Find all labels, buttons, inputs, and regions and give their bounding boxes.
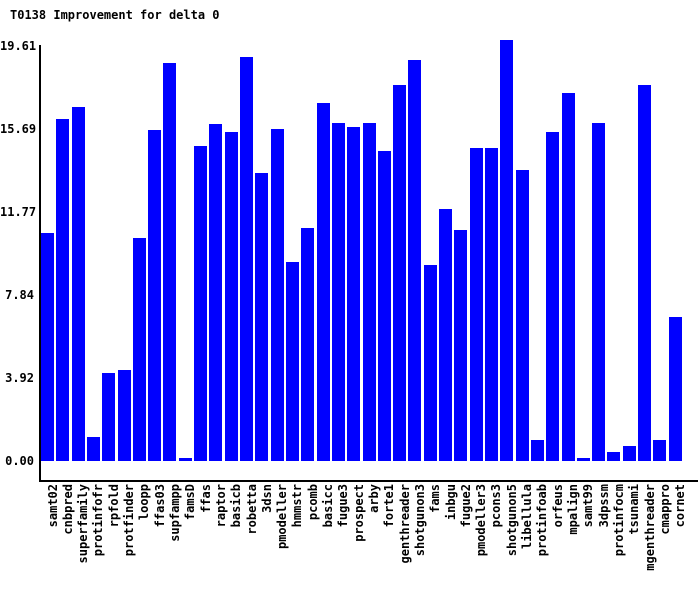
bar-protinfoab bbox=[531, 440, 544, 461]
x-tick-label: protinfoab bbox=[535, 484, 549, 557]
bar-protinfocm bbox=[607, 452, 620, 461]
x-tick-label: inbgu bbox=[444, 484, 458, 521]
x-tick-label: loopp bbox=[137, 484, 151, 521]
x-tick-label: samt02 bbox=[46, 484, 60, 528]
bar-basicb bbox=[225, 132, 238, 461]
x-tick-label: famsD bbox=[183, 484, 197, 521]
x-tick-label: cmappro bbox=[658, 484, 672, 535]
bar-pmodeller bbox=[271, 129, 284, 461]
x-tick-label: forte1 bbox=[382, 484, 396, 528]
bar-shotgunon3 bbox=[408, 60, 421, 461]
x-tick-label: hmmstr bbox=[290, 484, 304, 528]
bar-cornet bbox=[669, 317, 682, 461]
bar-cnbpred bbox=[56, 119, 69, 461]
bar-supfampp bbox=[163, 63, 176, 461]
bar-3dpssm bbox=[592, 123, 605, 461]
bar-cmappro bbox=[653, 440, 666, 461]
y-tick-label: 19.61 bbox=[0, 39, 37, 53]
x-tick-label: basicc bbox=[321, 484, 335, 528]
bar-fugue2 bbox=[454, 230, 467, 461]
bar-prospect bbox=[347, 127, 360, 461]
x-tick-label: supfampp bbox=[168, 484, 182, 542]
bar-raptor bbox=[209, 124, 222, 461]
bar-samt99 bbox=[577, 458, 590, 461]
bar-forte1 bbox=[378, 151, 391, 461]
x-tick-label: pmodeller3 bbox=[474, 484, 488, 557]
bar-ffas03 bbox=[148, 130, 161, 461]
bar-shotgunon5 bbox=[500, 40, 513, 461]
bar-3dsn bbox=[255, 173, 268, 461]
x-tick-label: robetta bbox=[245, 484, 259, 535]
x-tick-label: mgenthreader bbox=[643, 484, 657, 571]
y-tick-label: 3.92 bbox=[5, 371, 34, 386]
x-tick-label: pcomb bbox=[306, 484, 320, 521]
chart-title: T0138 Improvement for delta 0 bbox=[10, 8, 220, 22]
bar-libellula bbox=[516, 170, 529, 461]
x-tick-label: pcons3 bbox=[489, 484, 503, 528]
y-axis-line bbox=[39, 45, 41, 482]
x-tick-label: libellula bbox=[520, 484, 534, 550]
bar-mgenthreader bbox=[638, 85, 651, 461]
x-tick-label: ffas03 bbox=[153, 484, 167, 528]
x-tick-label: fugue2 bbox=[459, 484, 473, 528]
bar-rpfold bbox=[102, 373, 115, 461]
bar-basicc bbox=[317, 103, 330, 461]
bar-samt02 bbox=[41, 233, 54, 461]
x-tick-label: fams bbox=[428, 484, 442, 513]
bar-ffas bbox=[194, 146, 207, 461]
x-tick-label: orfeus bbox=[551, 484, 565, 528]
x-tick-label: shotgunon5 bbox=[505, 484, 519, 557]
bar-pmodeller3 bbox=[470, 148, 483, 461]
bar-mpalign bbox=[562, 93, 575, 461]
bar-superfamily bbox=[72, 107, 85, 461]
x-tick-label: rpfold bbox=[107, 484, 121, 528]
y-tick-label: 15.69 bbox=[0, 121, 37, 136]
x-tick-label: tsunami bbox=[627, 484, 641, 535]
x-tick-label: shotgunon3 bbox=[413, 484, 427, 557]
x-tick-label: cnbpred bbox=[61, 484, 75, 535]
x-tick-label: 3dpssm bbox=[597, 484, 611, 528]
x-axis-line bbox=[39, 480, 698, 482]
bar-pcomb bbox=[301, 228, 314, 461]
x-tick-label: 3dsn bbox=[260, 484, 274, 513]
x-tick-label: basicb bbox=[229, 484, 243, 528]
bar-orfeus bbox=[546, 132, 559, 461]
bar-fugue3 bbox=[332, 123, 345, 461]
y-tick-label: 0.00 bbox=[5, 454, 34, 468]
bar-arby bbox=[363, 123, 376, 461]
y-tick-label: 11.77 bbox=[0, 204, 37, 219]
x-tick-label: genthreader bbox=[398, 484, 412, 564]
x-tick-label: prospect bbox=[352, 484, 366, 542]
x-tick-label: fugue3 bbox=[336, 484, 350, 528]
bar-loopp bbox=[133, 238, 146, 461]
bar-famsD bbox=[179, 458, 192, 461]
bar-pcons3 bbox=[485, 148, 498, 461]
bar-robetta bbox=[240, 57, 253, 461]
bar-fams bbox=[424, 265, 437, 461]
x-tick-label: ffas bbox=[199, 484, 213, 513]
x-tick-label: protinfocm bbox=[612, 484, 626, 557]
bar-inbgu bbox=[439, 209, 452, 461]
bar-tsunami bbox=[623, 446, 636, 461]
x-tick-label: pmodeller bbox=[275, 484, 289, 550]
bar-genthreader bbox=[393, 85, 406, 461]
bar-protinfofr bbox=[87, 437, 100, 461]
x-tick-label: mpalign bbox=[566, 484, 580, 535]
bar-protfinder bbox=[118, 370, 131, 461]
y-tick-label: 7.84 bbox=[5, 288, 34, 303]
x-tick-label: cornet bbox=[673, 484, 687, 528]
x-tick-label: superfamily bbox=[76, 484, 90, 564]
x-tick-label: protinfofr bbox=[91, 484, 105, 557]
x-tick-label: arby bbox=[367, 484, 381, 513]
x-tick-label: samt99 bbox=[581, 484, 595, 528]
x-tick-label: protfinder bbox=[122, 484, 136, 557]
x-tick-label: raptor bbox=[214, 484, 228, 528]
bar-hmmstr bbox=[286, 262, 299, 461]
